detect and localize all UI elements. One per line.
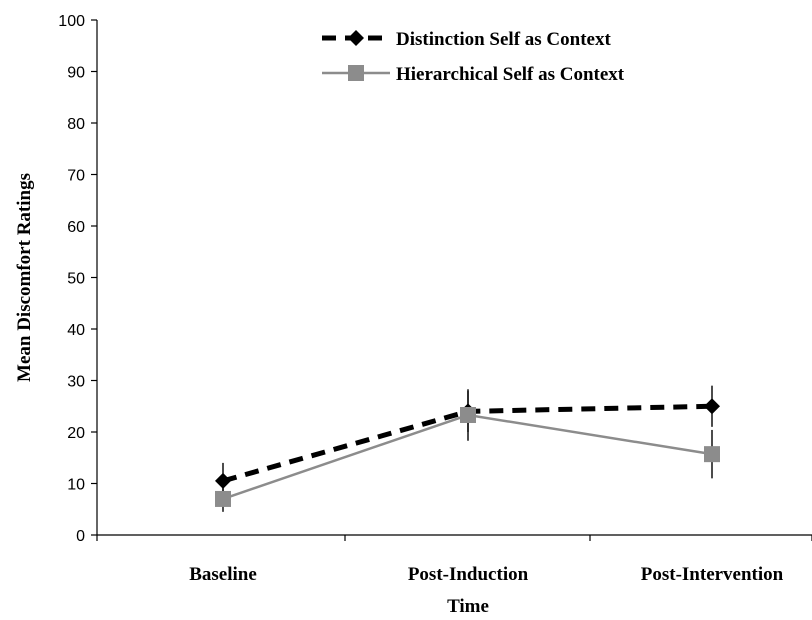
data-point bbox=[704, 398, 720, 415]
x-category-label: Baseline bbox=[189, 564, 257, 585]
y-tick-label: 50 bbox=[67, 271, 85, 288]
x-ticks: Baseline Post-Induction Post-Intervention bbox=[96, 535, 812, 585]
x-category-label: Post-Induction bbox=[408, 564, 529, 585]
data-point bbox=[215, 490, 231, 507]
x-category-label: Post-Intervention bbox=[641, 564, 784, 585]
legend-label: Hierarchical Self as Context bbox=[396, 64, 625, 85]
legend-item: Distinction Self as Context bbox=[322, 29, 611, 50]
x-axis-title: Time bbox=[447, 596, 489, 617]
y-tick-label: 90 bbox=[67, 65, 85, 82]
y-tick-label: 30 bbox=[67, 374, 85, 391]
y-ticks: 0 10 20 30 40 50 60 70 80 90 100 bbox=[58, 13, 97, 545]
series-2 bbox=[215, 389, 720, 512]
y-tick-label: 100 bbox=[58, 13, 85, 30]
y-tick-label: 20 bbox=[67, 425, 85, 442]
y-tick-label: 60 bbox=[67, 219, 85, 236]
legend-item: Hierarchical Self as Context bbox=[322, 64, 625, 85]
y-axis: 0 10 20 30 40 50 60 70 80 90 100 bbox=[58, 13, 98, 545]
y-axis-title: Mean Discomfort Ratings bbox=[14, 173, 35, 382]
legend-marker bbox=[348, 65, 364, 81]
data-point bbox=[704, 446, 720, 463]
y-tick-label: 80 bbox=[67, 116, 85, 133]
plot-area bbox=[215, 385, 720, 512]
data-point bbox=[460, 407, 476, 424]
legend-marker bbox=[348, 30, 364, 46]
data-point bbox=[215, 472, 231, 489]
y-tick-label: 70 bbox=[67, 168, 85, 185]
x-axis: Baseline Post-Induction Post-Intervention bbox=[96, 534, 812, 585]
y-tick-label: 0 bbox=[76, 528, 85, 545]
legend: Distinction Self as Context Hierarchical … bbox=[322, 29, 625, 85]
y-tick-label: 40 bbox=[67, 322, 85, 339]
y-tick-label: 10 bbox=[67, 477, 85, 494]
legend-label: Distinction Self as Context bbox=[396, 29, 611, 50]
